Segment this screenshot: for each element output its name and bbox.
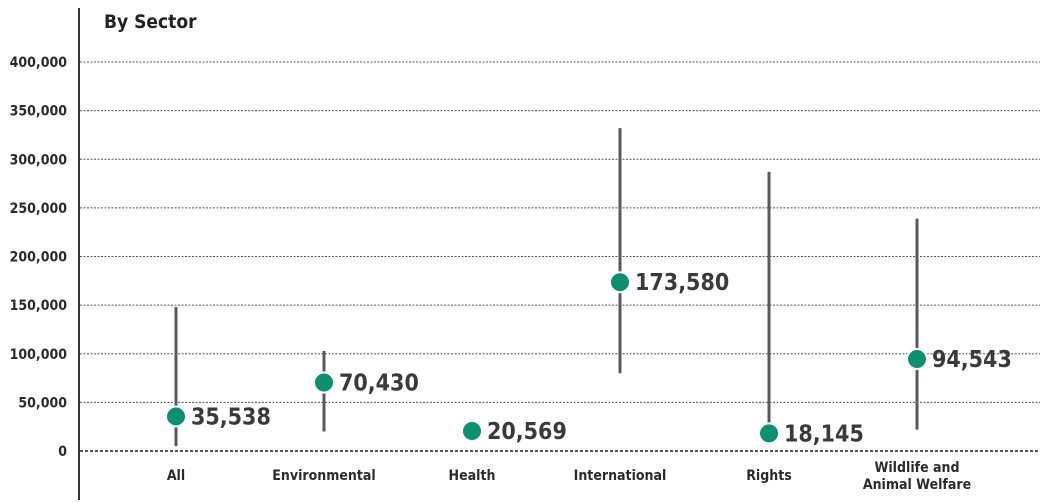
range-lines (174, 128, 919, 447)
category-label: Environmental (272, 468, 375, 484)
y-tick-labels: 0 50,000 100,000 150,000 200,000 250,000 300,0… (10, 55, 68, 460)
data-point (461, 419, 483, 442)
data-point (609, 271, 631, 294)
category-label: Wildlife and (874, 460, 959, 476)
value-label: 70,430 (339, 371, 419, 397)
y-tick-label: 350,000 (10, 104, 68, 120)
y-tick-label: 250,000 (10, 201, 68, 217)
data-point (906, 348, 928, 371)
data-point (165, 405, 187, 428)
category-label: Rights (746, 468, 792, 484)
value-labels: 35,538 70,430 20,569 173,580 18,145 94,543 (191, 270, 1012, 447)
data-point (758, 422, 780, 445)
value-label: 20,569 (487, 419, 567, 445)
y-tick-label: 0 (58, 444, 67, 460)
data-points (165, 271, 928, 445)
y-tick-label: 300,000 (10, 152, 68, 168)
value-label: 173,580 (635, 270, 729, 296)
category-label: All (167, 468, 185, 484)
category-label: Animal Welfare (863, 477, 971, 493)
y-tick-label: 100,000 (10, 347, 68, 363)
value-label: 35,538 (191, 404, 271, 430)
y-tick-label: 200,000 (10, 250, 68, 266)
y-tick-label: 150,000 (10, 298, 68, 314)
category-label: International (574, 468, 667, 484)
y-tick-label: 50,000 (18, 395, 67, 411)
category-label: Health (449, 468, 496, 484)
gridlines (80, 61, 1040, 452)
value-label: 18,145 (784, 421, 864, 447)
category-labels: All Environmental Health International Right… (167, 460, 971, 493)
data-point (313, 371, 335, 394)
value-label: 94,543 (932, 347, 1012, 373)
chart-title: By Sector (104, 11, 197, 33)
y-tick-label: 400,000 (10, 55, 68, 71)
